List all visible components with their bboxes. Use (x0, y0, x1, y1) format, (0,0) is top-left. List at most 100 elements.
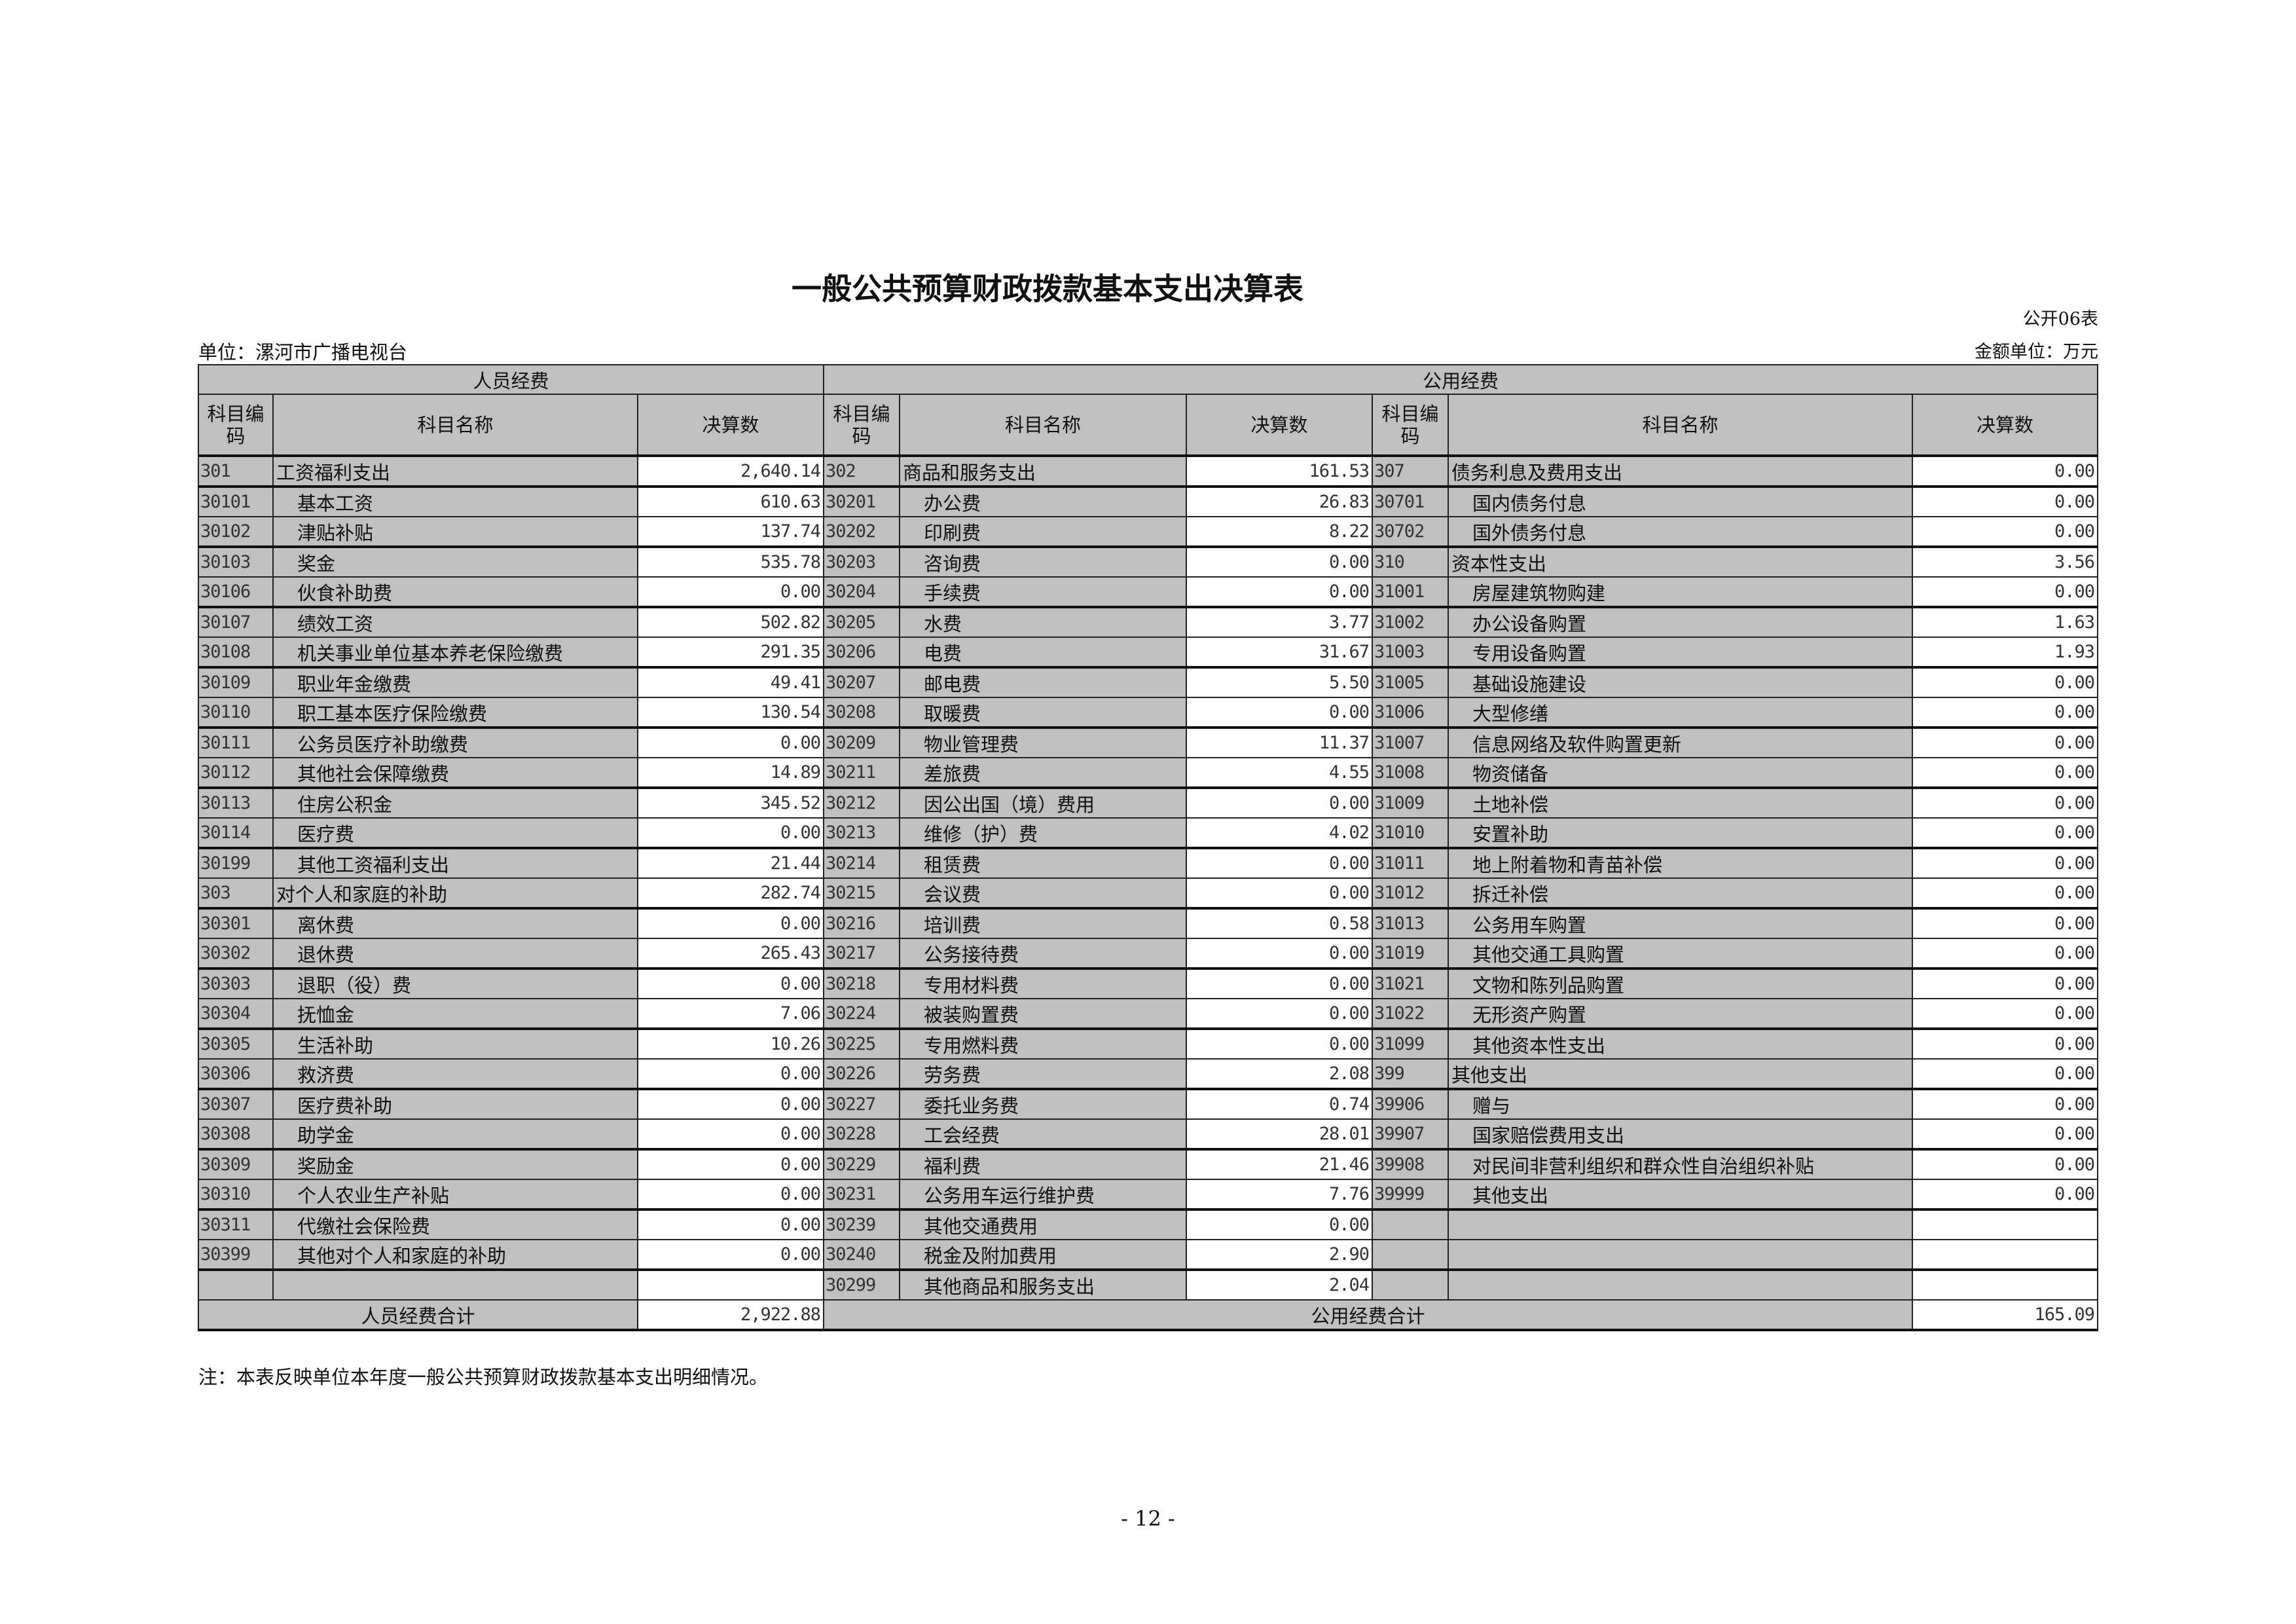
public-a-code-cell: 30227 (823, 1088, 901, 1120)
public-a-amount-cell: 0.00 (1186, 1028, 1374, 1060)
personnel-name-cell: 其他对个人和家庭的补助 (272, 1239, 638, 1271)
public-a-amount-cell: 0.00 (1186, 1209, 1374, 1240)
public-b-name-cell: 其他支出 (1448, 1058, 1914, 1090)
public-b-name-cell: 国外债务付息 (1448, 516, 1914, 548)
public-a-amount-cell: 0.00 (1186, 998, 1374, 1030)
table-row: 30102 津贴补贴 137.74 30202 印刷费 8.22 30702 国外债务付息 0.… (198, 516, 2099, 548)
public-b-code-cell: 31006 (1372, 697, 1449, 729)
public-a-code-cell: 30212 (823, 787, 901, 819)
unit-label: 单位：漯河市广播电视台 (198, 341, 408, 363)
page-title: 一般公共预算财政拨款基本支出决算表 (792, 271, 1303, 306)
public-b-name-cell: 其他支出 (1448, 1179, 1914, 1211)
personnel-code-cell: 30103 (198, 546, 274, 578)
public-a-name-cell: 其他商品和服务支出 (899, 1269, 1188, 1301)
table-row: 30304 抚恤金 7.06 30224 被装购置费 0.00 31022 无形资产购置 0.0… (198, 998, 2099, 1030)
personnel-code-cell: 30308 (198, 1118, 274, 1151)
personnel-amount-cell: 0.00 (636, 1209, 825, 1240)
personnel-amount-cell: 502.82 (636, 606, 825, 638)
public-b-name-cell: 无形资产购置 (1448, 998, 1914, 1030)
table-row: 30109 职业年金缴费 49.41 30207 邮电费 5.50 31005 基础设施建设 0… (198, 667, 2099, 698)
page-number: - 12 - (1121, 1506, 1175, 1531)
public-a-code-cell: 30228 (823, 1118, 901, 1151)
public-b-amount-cell: 0.00 (1912, 486, 2099, 517)
personnel-amount-cell: 0.00 (636, 1058, 825, 1090)
public-b-code-cell: 31010 (1372, 817, 1449, 849)
public-b-amount-cell: 0.00 (1912, 727, 2099, 758)
public-b-amount-cell: 0.00 (1912, 847, 2099, 879)
table-row: 30310 个人农业生产补贴 0.00 30231 公务用车运行维护费 7.76 39999… (198, 1179, 2099, 1211)
personnel-code-cell: 30199 (198, 847, 274, 879)
col-header-amount: 决算数 (1912, 394, 2099, 457)
public-a-name-cell: 会议费 (899, 877, 1188, 910)
public-a-name-cell: 被装购置费 (899, 998, 1188, 1030)
amount-unit: 金额单位：万元 (1975, 342, 2098, 362)
public-a-amount-cell: 2.04 (1186, 1269, 1374, 1301)
public-b-amount-cell: 0.00 (1912, 787, 2099, 819)
public-a-name-cell: 水费 (899, 606, 1188, 638)
public-a-name-cell: 差旅费 (899, 757, 1188, 789)
public-a-amount-cell: 7.76 (1186, 1179, 1374, 1211)
personnel-amount-cell: 14.89 (636, 757, 825, 789)
public-a-name-cell: 劳务费 (899, 1058, 1188, 1090)
col-header-code: 科目编码 (823, 394, 901, 457)
public-b-amount-cell: 0.00 (1912, 1088, 2099, 1120)
public-a-code-cell: 30218 (823, 968, 901, 999)
public-b-amount-cell: 0.00 (1912, 1179, 2099, 1211)
public-a-name-cell: 印刷费 (899, 516, 1188, 548)
personnel-amount-cell: 0.00 (636, 1088, 825, 1120)
personnel-code-cell: 30306 (198, 1058, 274, 1090)
personnel-name-cell: 医疗费补助 (272, 1088, 638, 1120)
public-b-name-cell (1448, 1269, 1914, 1301)
col-header-name: 科目名称 (1448, 394, 1914, 457)
personnel-amount-cell: 610.63 (636, 486, 825, 517)
public-b-name-cell (1448, 1239, 1914, 1271)
public-a-amount-cell: 26.83 (1186, 486, 1374, 517)
public-a-amount-cell: 161.53 (1186, 455, 1374, 488)
public-a-name-cell: 商品和服务支出 (899, 455, 1188, 488)
table-row: 30110 职工基本医疗保险缴费 130.54 30208 取暖费 0.00 31006 大型… (198, 697, 2099, 729)
public-a-amount-cell: 0.74 (1186, 1088, 1374, 1120)
public-a-amount-cell: 0.00 (1186, 938, 1374, 970)
public-a-code-cell: 30213 (823, 817, 901, 849)
personnel-code-cell: 30106 (198, 576, 274, 608)
public-b-code-cell (1372, 1209, 1449, 1240)
public-b-name-cell: 赠与 (1448, 1088, 1914, 1120)
public-a-name-cell: 物业管理费 (899, 727, 1188, 758)
table-row: 30107 绩效工资 502.82 30205 水费 3.77 31002 办公设备购置 1.6… (198, 606, 2099, 638)
public-a-amount-cell: 21.46 (1186, 1149, 1374, 1180)
public-a-code-cell: 30205 (823, 606, 901, 638)
personnel-code-cell: 303 (198, 877, 274, 910)
public-b-code-cell: 39907 (1372, 1118, 1449, 1151)
public-a-code-cell: 30206 (823, 637, 901, 669)
public-a-code-cell: 30215 (823, 877, 901, 910)
personnel-name-cell: 奖励金 (272, 1149, 638, 1180)
table-row: 30299 其他商品和服务支出 2.04 (198, 1269, 2099, 1301)
public-a-code-cell: 30229 (823, 1149, 901, 1180)
personnel-amount-cell: 535.78 (636, 546, 825, 578)
public-b-name-cell: 土地补偿 (1448, 787, 1914, 819)
personnel-amount-cell: 282.74 (636, 877, 825, 910)
public-b-code-cell: 30701 (1372, 486, 1449, 517)
public-b-name-cell: 信息网络及软件购置更新 (1448, 727, 1914, 758)
personnel-code-cell: 30102 (198, 516, 274, 548)
personnel-amount-cell: 49.41 (636, 667, 825, 698)
public-a-amount-cell: 4.55 (1186, 757, 1374, 789)
personnel-name-cell: 基本工资 (272, 486, 638, 517)
public-a-code-cell: 30201 (823, 486, 901, 517)
public-a-name-cell: 咨询费 (899, 546, 1188, 578)
public-a-amount-cell: 0.00 (1186, 697, 1374, 729)
table-row: 30111 公务员医疗补助缴费 0.00 30209 物业管理费 11.37 31007 信息… (198, 727, 2099, 758)
public-a-code-cell: 30209 (823, 727, 901, 758)
personnel-amount-cell: 0.00 (636, 576, 825, 608)
public-a-code-cell: 30203 (823, 546, 901, 578)
public-a-amount-cell: 0.00 (1186, 546, 1374, 578)
public-a-code-cell: 30207 (823, 667, 901, 698)
personnel-code-cell (198, 1269, 274, 1301)
public-a-amount-cell: 0.00 (1186, 787, 1374, 819)
public-b-amount-cell: 0.00 (1912, 1028, 2099, 1060)
public-b-amount-cell (1912, 1209, 2099, 1240)
public-a-code-cell: 30216 (823, 908, 901, 939)
table-row: 30306 救济费 0.00 30226 劳务费 2.08 399 其他支出 0.00 (198, 1058, 2099, 1090)
table-row: 303 对个人和家庭的补助 282.74 30215 会议费 0.00 31012 拆迁补偿 0… (198, 877, 2099, 910)
public-a-code-cell: 30239 (823, 1209, 901, 1240)
